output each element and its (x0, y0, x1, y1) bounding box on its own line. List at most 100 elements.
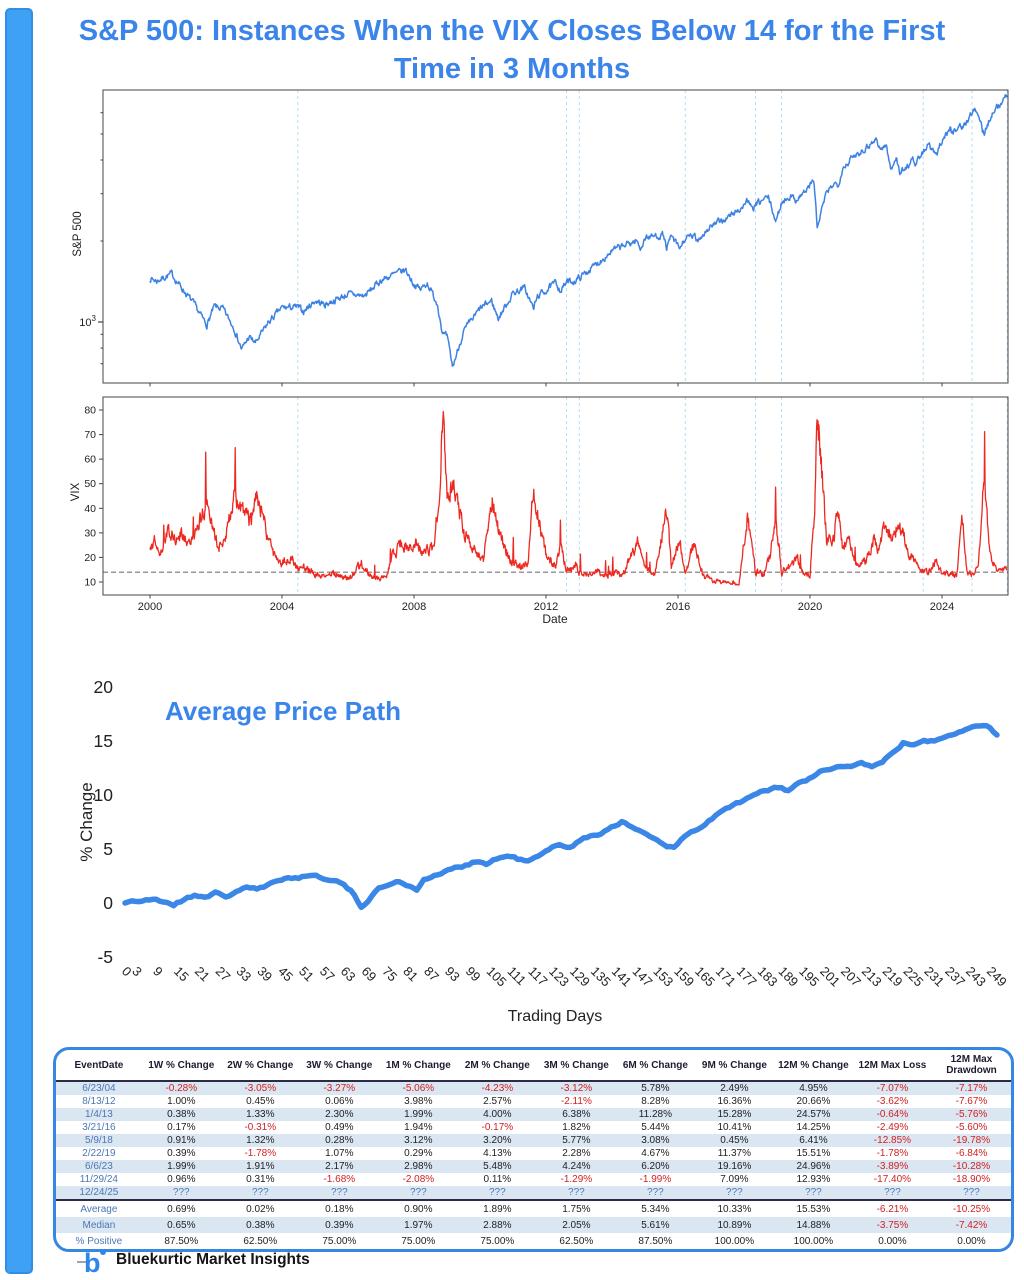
table-cell: 1.89% (457, 1199, 537, 1217)
table-cell: -4.23% (481, 1083, 514, 1094)
table-cell: 1.33% (246, 1109, 275, 1120)
table-cell: 75.00% (401, 1235, 436, 1247)
vix-ytick-label: 70 (84, 429, 96, 441)
table-cell: -3.05% (244, 1083, 277, 1094)
table-cell: 15.53% (773, 1199, 853, 1217)
table-cell: ??? (963, 1187, 980, 1198)
table-cell: 12/24/25 (79, 1187, 119, 1198)
table-cell: 0.28% (325, 1135, 354, 1146)
table-cell: 6.38% (562, 1109, 591, 1120)
table-cell: 0.39% (325, 1219, 354, 1231)
table-header-cell: 6M % Change (615, 1050, 695, 1082)
table-cell: ??? (172, 1187, 190, 1198)
table-cell: 1.00% (167, 1096, 196, 1107)
table-cell: 2.98% (404, 1161, 433, 1172)
avg-xtick-label: 243 (963, 964, 989, 990)
table-cell: -0.17% (481, 1122, 514, 1133)
vix-ytick-label: 30 (84, 527, 96, 539)
table-cell: 4.67% (641, 1148, 670, 1159)
table-cell: 15.51% (796, 1148, 831, 1159)
table-cell: 3.98% (404, 1096, 433, 1107)
avg-xtick-label: 63 (338, 964, 359, 985)
avg-xtick-label: 135 (588, 964, 614, 990)
table-cell: Median (82, 1219, 116, 1231)
avg-xtick-label: 225 (901, 964, 927, 990)
table-cell: 2.49% (720, 1083, 749, 1094)
table-cell: 14.88% (796, 1219, 831, 1231)
table-cell: 5.44% (641, 1122, 670, 1133)
table-cell: 2.57% (483, 1096, 512, 1107)
table-cell: 1.99% (404, 1109, 433, 1120)
event-stats-table: EventDate 1W % Change 2W % Change 3W % Chan… (56, 1050, 1011, 1249)
table-cell: -7.42% (955, 1219, 988, 1231)
page-title-line1: S&P 500: Instances When the VIX Closes B… (78, 15, 946, 47)
table-cell: -0.64% (876, 1109, 909, 1120)
sp500-price-line (149, 94, 1008, 367)
table-cell: 1.94% (404, 1122, 433, 1133)
avg-xtick-label: 219 (880, 964, 906, 990)
table-cell: 15.28% (717, 1109, 752, 1120)
table-cell: 62.50% (559, 1235, 594, 1247)
avg-ytick-label: 15 (94, 731, 113, 751)
table-cell: 0.65% (167, 1219, 196, 1231)
table-row: 2/22/19 0.39% -1.78% 1.07% 0.29% 4.13% 2.28% 4.… (56, 1147, 1011, 1160)
table-cell: 3/21/16 (82, 1122, 116, 1133)
table-cell: 4.13% (483, 1148, 512, 1159)
table-cell: 6/23/04 (82, 1083, 116, 1094)
vix-xtick-label: 2012 (534, 601, 558, 613)
table-cell: 6.41% (799, 1135, 828, 1146)
table-cell: 1.75% (536, 1199, 616, 1217)
avg-xtick-label: 165 (692, 964, 718, 990)
table-header-cell: 3W % Change (299, 1050, 379, 1082)
avg-xtick-label: 147 (630, 964, 656, 990)
avg-xtick-label: 87 (421, 964, 442, 985)
avg-xtick-label: 9 (150, 964, 166, 980)
vix-xtick-label: 2008 (402, 601, 426, 613)
table-cell: 1.82% (562, 1122, 591, 1133)
table-header-cell: 2W % Change (220, 1050, 300, 1082)
table-cell: 75.00% (480, 1235, 515, 1247)
table-cell: 8.28% (641, 1096, 670, 1107)
avg-xtick-label: 213 (859, 964, 885, 990)
table-cell: 1.32% (246, 1135, 275, 1146)
table-cell: ??? (489, 1187, 506, 1198)
table-cell: 2.17% (325, 1161, 354, 1172)
table-cell: -5.06% (402, 1083, 435, 1094)
table-head: EventDate 1W % Change 2W % Change 3W % Chan… (56, 1050, 1011, 1082)
table-cell: 0.96% (167, 1174, 196, 1185)
table-cell: -1.68% (323, 1174, 356, 1185)
table-cell: -2.49% (876, 1122, 909, 1133)
sp500-plot-border (102, 89, 1009, 384)
vix-plot-border (102, 396, 1009, 596)
table-cell: ??? (568, 1187, 585, 1198)
avg-ytick-label: 5 (103, 839, 113, 859)
table-cell: -12.85% (873, 1135, 912, 1146)
table-cell: 2.28% (562, 1148, 591, 1159)
table-cell: 0.69% (141, 1199, 221, 1217)
table-cell: 11.28% (638, 1109, 672, 1120)
table-cell: 0.38% (167, 1109, 196, 1120)
table-cell: 16.36% (717, 1096, 752, 1107)
table-cell: 11/29/24 (79, 1174, 118, 1185)
avg-xtick-label: 195 (796, 964, 822, 990)
table-cell: -7.07% (876, 1083, 909, 1094)
table-cell: % Positive (75, 1235, 123, 1247)
avg-xtick-label: 75 (379, 964, 400, 985)
avg-xtick-label: 237 (942, 964, 968, 990)
table-cell: 0.00% (878, 1235, 907, 1247)
table-row: Average 0.69% 0.02% 0.18% 0.90% 1.89% 1.75% 5.3… (56, 1199, 1011, 1217)
vix-xtick-label: 2020 (798, 601, 822, 613)
vix-ytick-label: 20 (84, 552, 96, 564)
table-cell: 100.00% (793, 1235, 834, 1247)
table-cell: 62.50% (243, 1235, 278, 1247)
table-cell: -17.40% (873, 1174, 912, 1185)
avg-xtick-label: 201 (817, 964, 843, 990)
table-cell: 4.24% (562, 1161, 591, 1172)
table-cell: 14.25% (796, 1122, 831, 1133)
table-cell: 0.00% (957, 1235, 986, 1247)
page-title: S&P 500: Instances When the VIX Closes B… (70, 12, 954, 89)
table-cell: 1.07% (325, 1148, 354, 1159)
table-header-row: EventDate 1W % Change 2W % Change 3W % Chan… (56, 1050, 1011, 1082)
